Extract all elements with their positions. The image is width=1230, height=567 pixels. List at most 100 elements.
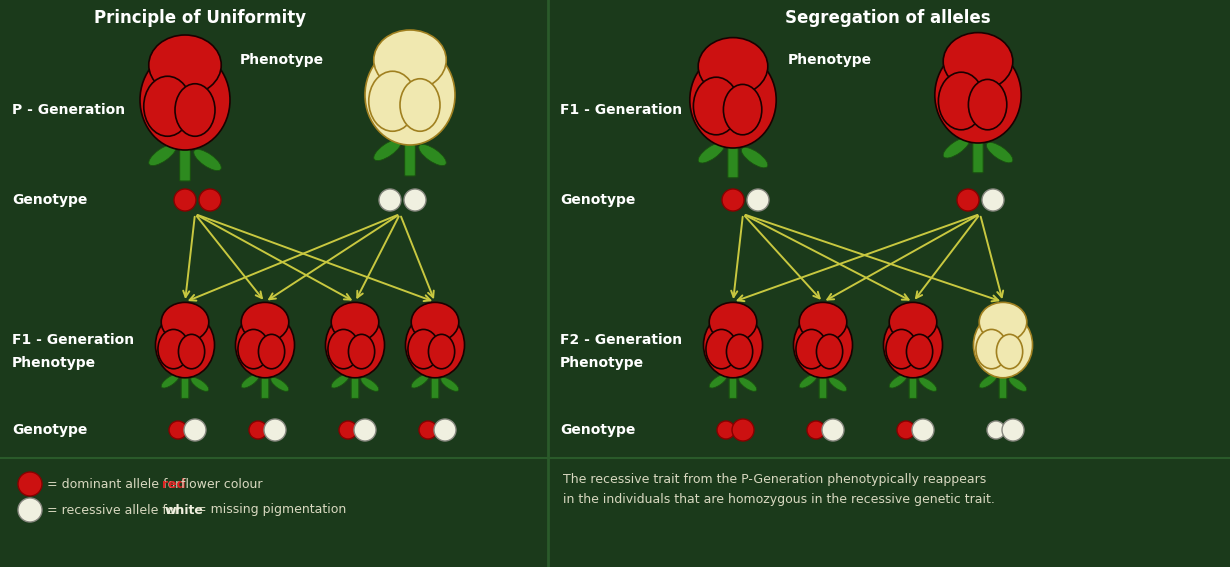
Ellipse shape xyxy=(704,312,763,378)
Ellipse shape xyxy=(241,374,260,388)
Ellipse shape xyxy=(175,84,215,136)
Ellipse shape xyxy=(241,302,289,342)
Ellipse shape xyxy=(706,329,737,369)
FancyBboxPatch shape xyxy=(819,372,827,399)
Ellipse shape xyxy=(428,335,455,369)
Ellipse shape xyxy=(411,374,429,388)
Circle shape xyxy=(732,419,754,441)
Circle shape xyxy=(419,421,437,439)
Ellipse shape xyxy=(149,145,176,166)
Text: F2 - Generation: F2 - Generation xyxy=(560,333,683,347)
Circle shape xyxy=(982,189,1004,211)
Ellipse shape xyxy=(727,335,753,369)
Ellipse shape xyxy=(326,312,385,378)
Text: P - Generation: P - Generation xyxy=(12,103,125,117)
Ellipse shape xyxy=(193,149,221,171)
Text: in the individuals that are homozygous in the recessive genetic trait.: in the individuals that are homozygous i… xyxy=(563,493,995,506)
Text: F1 - Generation: F1 - Generation xyxy=(12,333,134,347)
Ellipse shape xyxy=(742,147,768,168)
Ellipse shape xyxy=(365,45,455,145)
Ellipse shape xyxy=(258,335,284,369)
Ellipse shape xyxy=(796,329,827,369)
Ellipse shape xyxy=(979,302,1027,342)
Text: Genotype: Genotype xyxy=(560,193,636,207)
Ellipse shape xyxy=(237,329,269,369)
Ellipse shape xyxy=(360,378,379,391)
Ellipse shape xyxy=(271,378,289,391)
Ellipse shape xyxy=(943,32,1012,90)
Ellipse shape xyxy=(986,142,1012,163)
Ellipse shape xyxy=(793,312,852,378)
Ellipse shape xyxy=(938,72,984,130)
Ellipse shape xyxy=(331,302,379,342)
Circle shape xyxy=(717,421,736,439)
Circle shape xyxy=(199,189,221,211)
Ellipse shape xyxy=(191,378,209,391)
Ellipse shape xyxy=(919,378,937,391)
Text: Phenotype: Phenotype xyxy=(560,356,645,370)
Ellipse shape xyxy=(886,329,918,369)
FancyBboxPatch shape xyxy=(973,135,983,173)
Circle shape xyxy=(986,421,1005,439)
Ellipse shape xyxy=(829,378,846,391)
Circle shape xyxy=(248,421,267,439)
Ellipse shape xyxy=(943,138,969,158)
Ellipse shape xyxy=(979,374,998,388)
Ellipse shape xyxy=(440,378,459,391)
Ellipse shape xyxy=(348,335,375,369)
Text: = dominant allele for: = dominant allele for xyxy=(47,477,184,490)
Ellipse shape xyxy=(690,52,776,148)
Ellipse shape xyxy=(178,335,204,369)
Ellipse shape xyxy=(710,302,756,342)
Circle shape xyxy=(434,419,456,441)
Ellipse shape xyxy=(883,312,942,378)
Circle shape xyxy=(957,189,979,211)
Text: Principle of Uniformity: Principle of Uniformity xyxy=(93,9,306,27)
Circle shape xyxy=(911,419,934,441)
Circle shape xyxy=(339,421,357,439)
Ellipse shape xyxy=(699,37,768,95)
Circle shape xyxy=(169,421,187,439)
Ellipse shape xyxy=(406,312,465,378)
Ellipse shape xyxy=(968,79,1007,130)
Ellipse shape xyxy=(149,35,221,95)
Ellipse shape xyxy=(975,329,1007,369)
Ellipse shape xyxy=(374,30,446,90)
Circle shape xyxy=(722,189,744,211)
Text: Genotype: Genotype xyxy=(560,423,636,437)
Circle shape xyxy=(1002,419,1025,441)
Circle shape xyxy=(379,189,401,211)
Text: white: white xyxy=(165,503,204,517)
Circle shape xyxy=(822,419,844,441)
Ellipse shape xyxy=(161,302,209,342)
Ellipse shape xyxy=(800,374,817,388)
FancyBboxPatch shape xyxy=(351,372,359,399)
Ellipse shape xyxy=(973,312,1032,378)
Ellipse shape xyxy=(935,47,1021,143)
Text: Genotype: Genotype xyxy=(12,193,87,207)
Ellipse shape xyxy=(889,374,908,388)
Ellipse shape xyxy=(374,139,401,160)
FancyBboxPatch shape xyxy=(180,142,191,181)
Circle shape xyxy=(807,421,825,439)
Text: Segregation of alleles: Segregation of alleles xyxy=(785,9,991,27)
Ellipse shape xyxy=(369,71,416,131)
FancyBboxPatch shape xyxy=(261,372,269,399)
Circle shape xyxy=(354,419,376,441)
Ellipse shape xyxy=(161,374,180,388)
Ellipse shape xyxy=(907,335,932,369)
Ellipse shape xyxy=(408,329,439,369)
Ellipse shape xyxy=(889,302,937,342)
Ellipse shape xyxy=(996,335,1022,369)
Circle shape xyxy=(184,419,205,441)
Circle shape xyxy=(173,189,196,211)
Circle shape xyxy=(18,472,42,496)
FancyBboxPatch shape xyxy=(729,372,737,399)
Text: The recessive trait from the P-Generation phenotypically reappears: The recessive trait from the P-Generatio… xyxy=(563,473,986,486)
Text: Phenotype: Phenotype xyxy=(240,53,325,67)
Circle shape xyxy=(897,421,915,439)
Ellipse shape xyxy=(418,145,446,166)
Text: Phenotype: Phenotype xyxy=(12,356,96,370)
Text: Genotype: Genotype xyxy=(12,423,87,437)
FancyBboxPatch shape xyxy=(728,140,738,178)
